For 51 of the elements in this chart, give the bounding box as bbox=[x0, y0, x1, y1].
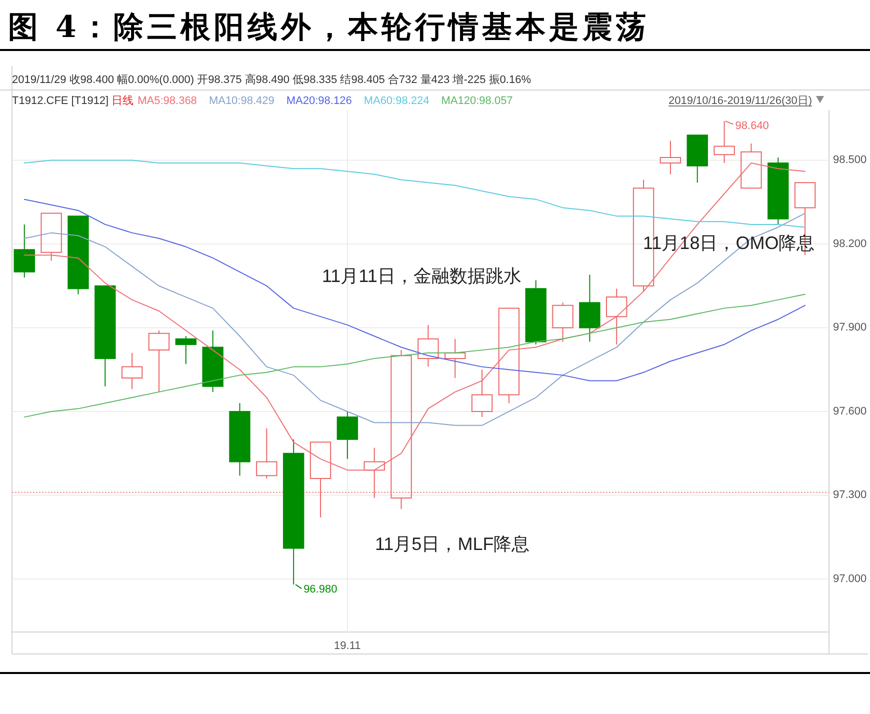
text: 2019/10/16-2019/11/26(30日) bbox=[668, 95, 812, 107]
text: MA10:98.429 bbox=[208, 95, 274, 107]
candlestick bbox=[471, 369, 493, 418]
candlestick bbox=[40, 212, 62, 262]
text: MA120:98.057 bbox=[441, 95, 513, 107]
text: MA5:98.368 bbox=[138, 95, 197, 107]
line-series bbox=[24, 294, 806, 418]
annotation: 11月5日，MLF降息 bbox=[375, 534, 530, 554]
candlestick bbox=[256, 428, 278, 479]
y-tick-label: 97.600 bbox=[833, 405, 867, 418]
candlestick bbox=[768, 156, 789, 225]
candlestick bbox=[148, 330, 170, 392]
candlestick bbox=[121, 352, 143, 390]
text: MA60:98.224 bbox=[364, 95, 430, 107]
annotation: 11月11日，金融数据跳水 bbox=[322, 266, 522, 286]
line-series bbox=[24, 160, 806, 228]
text: 日线 bbox=[112, 94, 134, 107]
candlestick bbox=[525, 280, 546, 345]
y-tick-label: 97.300 bbox=[833, 489, 867, 502]
text: 2019/11/29 收98.400 幅0.00%(0.000) 开98.375 高98.490 低98.335 结98.405 合732 量423 增-225 振0.16% bbox=[12, 73, 532, 86]
candlestick bbox=[390, 350, 412, 510]
candlestick bbox=[444, 338, 466, 378]
candlestick bbox=[579, 274, 600, 342]
candlestick bbox=[418, 324, 439, 368]
candlestick bbox=[660, 140, 682, 175]
text: T1912.CFE [T1912] bbox=[12, 95, 109, 107]
x-tick-label: 19.11 bbox=[334, 640, 361, 652]
candlestick bbox=[202, 330, 224, 392]
chart-title: 图 4：除三根阳线外，本轮行情基本是震荡 bbox=[8, 10, 650, 45]
candlestick bbox=[498, 308, 520, 404]
text: MA20:98.126 bbox=[286, 95, 352, 107]
candlestick bbox=[686, 134, 708, 184]
candlestick bbox=[740, 143, 762, 189]
candlestick bbox=[552, 302, 574, 342]
candlestick bbox=[336, 410, 358, 460]
candlestick bbox=[175, 336, 196, 365]
y-tick-label: 97.900 bbox=[833, 322, 867, 334]
candlestick bbox=[14, 224, 35, 278]
y-tick-label: 98.200 bbox=[833, 238, 867, 250]
y-tick-label: 98.500 bbox=[833, 154, 867, 166]
candlestick bbox=[68, 216, 89, 295]
candlestick bbox=[282, 438, 304, 586]
candlestick bbox=[94, 285, 116, 387]
y-tick-label: 97.000 bbox=[833, 572, 867, 585]
annotation: 96.980 bbox=[304, 584, 338, 596]
candlestick bbox=[229, 402, 250, 476]
candlestick bbox=[714, 120, 735, 164]
candlestick bbox=[606, 288, 628, 345]
candlestick bbox=[310, 442, 332, 518]
annotation: 98.640 bbox=[735, 120, 769, 132]
candlestick bbox=[364, 447, 385, 499]
